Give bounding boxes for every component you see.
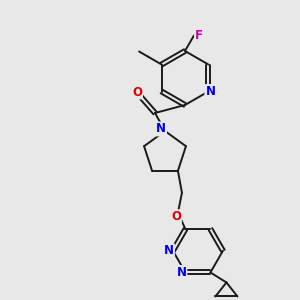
Text: O: O <box>171 210 181 223</box>
Text: N: N <box>164 244 174 257</box>
Text: N: N <box>156 122 166 136</box>
Text: F: F <box>195 29 203 42</box>
Text: O: O <box>132 85 142 98</box>
Text: N: N <box>206 85 215 98</box>
Text: N: N <box>176 266 186 279</box>
